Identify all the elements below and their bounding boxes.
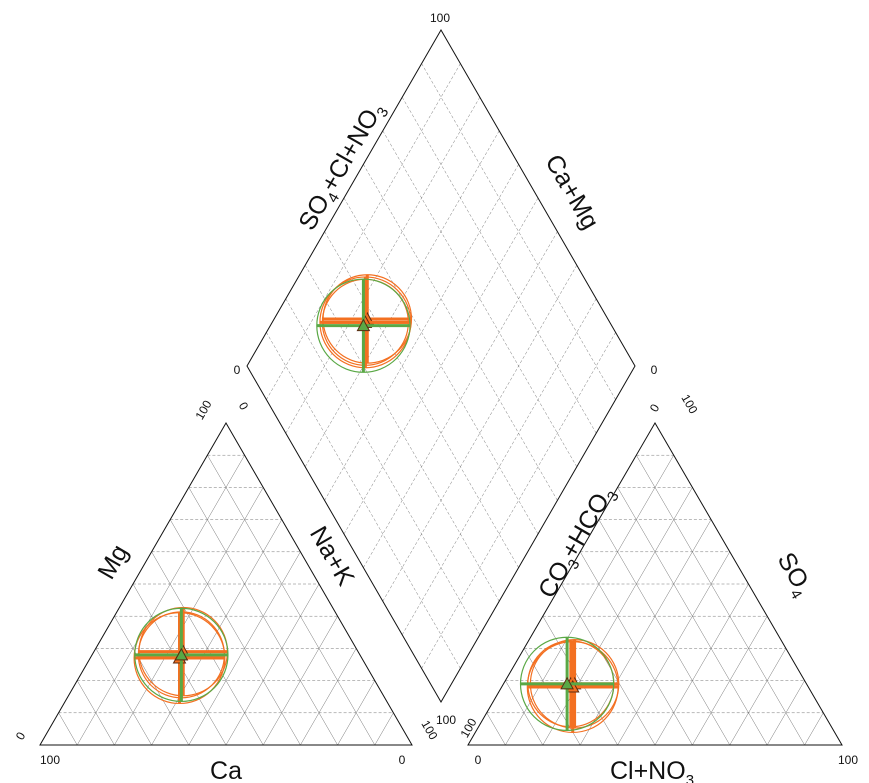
grid-line	[300, 648, 357, 746]
tick-label: 0	[13, 729, 29, 742]
sample-symbol	[316, 278, 411, 373]
label-part: SO	[772, 548, 814, 593]
label-part: Cl+NO	[610, 757, 686, 783]
grid-line	[58, 712, 78, 746]
grid-line	[804, 712, 824, 746]
label-sub: 3	[686, 772, 694, 783]
grid-line	[505, 455, 674, 746]
grid-line	[542, 616, 618, 746]
grid-line	[598, 519, 731, 746]
tick-label: 0	[475, 753, 482, 767]
triangle-outline	[39, 422, 413, 746]
grid-line	[561, 583, 656, 746]
grid-line	[505, 680, 544, 746]
grid-line	[486, 712, 506, 746]
tick-label: 100	[192, 398, 214, 423]
triangle-outline	[467, 422, 843, 746]
axis-label: Na+K	[304, 522, 360, 591]
grid-line	[636, 455, 805, 746]
tick-label: 0	[399, 753, 406, 767]
sample-symbol	[134, 607, 229, 703]
grid-line	[579, 519, 712, 746]
sample-marker	[356, 318, 371, 332]
axis-label: Cl+NO3	[610, 757, 694, 783]
sample-marker	[174, 647, 189, 661]
grid-line	[421, 63, 616, 400]
tick-label: 100	[436, 713, 456, 727]
grid-line	[343, 197, 539, 535]
grid-line	[337, 680, 376, 746]
grid-line	[225, 583, 320, 746]
grid-line	[95, 648, 152, 746]
axis-label: SO4+Cl+NO3	[293, 97, 392, 237]
tick-label: 100	[40, 753, 60, 767]
grid-line	[654, 583, 749, 746]
tick-label: 100	[678, 392, 700, 417]
tick-label: 100	[430, 11, 450, 25]
grid-line	[343, 197, 539, 535]
grid-line	[262, 616, 338, 746]
grid-line	[76, 680, 115, 746]
sample-symbol	[519, 636, 615, 732]
grid-line	[114, 616, 190, 746]
axis-label: Ca+Mg	[539, 150, 604, 234]
grid-line	[374, 712, 394, 746]
grid-line	[692, 616, 768, 746]
tick-label: 0	[234, 363, 241, 377]
sample-marker	[560, 676, 574, 690]
grid-line	[76, 455, 245, 746]
tick-label: 100	[838, 753, 858, 767]
diamond-outline	[246, 29, 636, 703]
samples	[133, 274, 620, 734]
grid-line	[766, 680, 805, 746]
grid-line	[207, 455, 376, 746]
axis-label: CO3+HCO3	[533, 481, 623, 605]
grid	[39, 29, 843, 746]
axis-label: Ca	[210, 757, 242, 783]
axis-label: Mg	[92, 540, 134, 584]
axis-label: SO4	[768, 548, 818, 603]
grid-line	[169, 519, 301, 746]
label-part: +Cl+NO	[315, 104, 384, 196]
tick-label: 0	[647, 401, 663, 414]
grid-line	[266, 332, 461, 669]
tick-label: 0	[651, 363, 658, 377]
tick-label: 100	[457, 716, 479, 741]
tick-label: 0	[236, 400, 252, 413]
grid-line	[729, 648, 787, 746]
